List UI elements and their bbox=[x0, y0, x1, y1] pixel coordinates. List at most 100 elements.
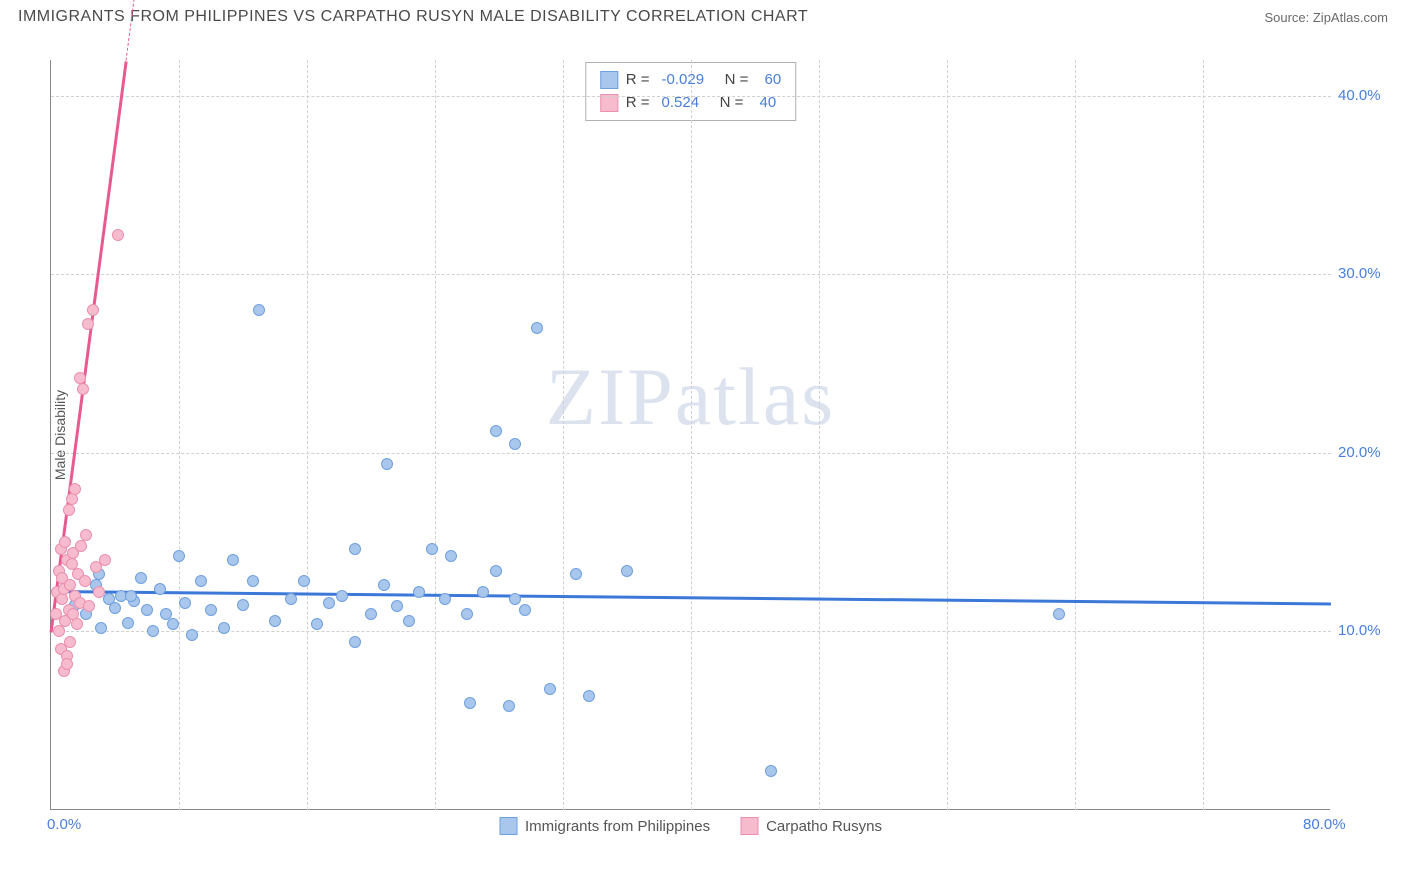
grid-line-v bbox=[307, 60, 308, 810]
data-point bbox=[71, 618, 83, 630]
grid-line-v bbox=[947, 60, 948, 810]
legend-series-item: Immigrants from Philippines bbox=[499, 817, 710, 835]
data-point bbox=[80, 529, 92, 541]
data-point bbox=[477, 586, 489, 598]
data-point bbox=[269, 615, 281, 627]
data-point bbox=[122, 617, 134, 629]
data-point bbox=[61, 658, 73, 670]
title-bar: IMMIGRANTS FROM PHILIPPINES VS CARPATHO … bbox=[0, 0, 1406, 32]
data-point bbox=[66, 493, 78, 505]
data-point bbox=[247, 575, 259, 587]
data-point bbox=[109, 602, 121, 614]
y-tick-label: 40.0% bbox=[1338, 87, 1388, 104]
data-point bbox=[59, 536, 71, 548]
source-label: Source: ZipAtlas.com bbox=[1264, 10, 1388, 25]
data-point bbox=[323, 597, 335, 609]
data-point bbox=[69, 483, 81, 495]
chart-title: IMMIGRANTS FROM PHILIPPINES VS CARPATHO … bbox=[18, 8, 808, 26]
x-tick-label: 80.0% bbox=[1303, 816, 1346, 833]
data-point bbox=[63, 504, 75, 516]
data-point bbox=[298, 575, 310, 587]
data-point bbox=[253, 304, 265, 316]
data-point bbox=[179, 597, 191, 609]
data-point bbox=[154, 583, 166, 595]
data-point bbox=[349, 636, 361, 648]
data-point bbox=[285, 593, 297, 605]
data-point bbox=[64, 636, 76, 648]
data-point bbox=[570, 568, 582, 580]
data-point bbox=[519, 604, 531, 616]
data-point bbox=[77, 383, 89, 395]
data-point bbox=[227, 554, 239, 566]
data-point bbox=[205, 604, 217, 616]
data-point bbox=[349, 543, 361, 555]
plot-region: ZIPatlas Male Disability R = -0.029 N = … bbox=[50, 60, 1330, 810]
data-point bbox=[413, 586, 425, 598]
data-point bbox=[464, 697, 476, 709]
data-point bbox=[583, 690, 595, 702]
data-point bbox=[378, 579, 390, 591]
data-point bbox=[186, 629, 198, 641]
data-point bbox=[426, 543, 438, 555]
data-point bbox=[391, 600, 403, 612]
data-point bbox=[544, 683, 556, 695]
data-point bbox=[79, 575, 91, 587]
legend-series: Immigrants from Philippines Carpatho Rusy… bbox=[499, 817, 882, 835]
chart-area: ZIPatlas Male Disability R = -0.029 N = … bbox=[50, 60, 1380, 840]
data-point bbox=[125, 590, 137, 602]
data-point bbox=[621, 565, 633, 577]
legend-series-item: Carpatho Rusyns bbox=[740, 817, 882, 835]
data-point bbox=[311, 618, 323, 630]
data-point bbox=[461, 608, 473, 620]
y-tick-label: 30.0% bbox=[1338, 265, 1388, 282]
data-point bbox=[490, 425, 502, 437]
legend-series-label: Carpatho Rusyns bbox=[766, 818, 882, 835]
y-tick-label: 20.0% bbox=[1338, 444, 1388, 461]
data-point bbox=[135, 572, 147, 584]
legend-n-label: N = bbox=[712, 69, 752, 92]
grid-line-v bbox=[1203, 60, 1204, 810]
data-point bbox=[87, 304, 99, 316]
data-point bbox=[147, 625, 159, 637]
data-point bbox=[490, 565, 502, 577]
data-point bbox=[141, 604, 153, 616]
data-point bbox=[95, 622, 107, 634]
data-point bbox=[167, 618, 179, 630]
data-point bbox=[765, 765, 777, 777]
data-point bbox=[53, 625, 65, 637]
y-tick-label: 10.0% bbox=[1338, 622, 1388, 639]
x-tick-label: 0.0% bbox=[47, 816, 81, 833]
grid-line-v bbox=[1075, 60, 1076, 810]
data-point bbox=[195, 575, 207, 587]
data-point bbox=[503, 700, 515, 712]
grid-line-v bbox=[563, 60, 564, 810]
y-axis-title: Male Disability bbox=[52, 389, 68, 479]
legend-r-label: R = bbox=[626, 69, 650, 92]
grid-line-v bbox=[819, 60, 820, 810]
data-point bbox=[1053, 608, 1065, 620]
grid-line-v bbox=[691, 60, 692, 810]
data-point bbox=[99, 554, 111, 566]
data-point bbox=[218, 622, 230, 634]
legend-swatch bbox=[740, 817, 758, 835]
data-point bbox=[509, 593, 521, 605]
legend-series-label: Immigrants from Philippines bbox=[525, 818, 710, 835]
data-point bbox=[509, 438, 521, 450]
data-point bbox=[336, 590, 348, 602]
grid-line-v bbox=[435, 60, 436, 810]
data-point bbox=[75, 540, 87, 552]
grid-line-v bbox=[179, 60, 180, 810]
data-point bbox=[439, 593, 451, 605]
data-point bbox=[365, 608, 377, 620]
legend-swatch bbox=[600, 71, 618, 89]
data-point bbox=[93, 586, 105, 598]
legend-n-value: 60 bbox=[765, 69, 782, 92]
data-point bbox=[112, 229, 124, 241]
data-point bbox=[381, 458, 393, 470]
data-point bbox=[403, 615, 415, 627]
data-point bbox=[445, 550, 457, 562]
data-point bbox=[237, 599, 249, 611]
data-point bbox=[531, 322, 543, 334]
data-point bbox=[173, 550, 185, 562]
legend-swatch bbox=[499, 817, 517, 835]
